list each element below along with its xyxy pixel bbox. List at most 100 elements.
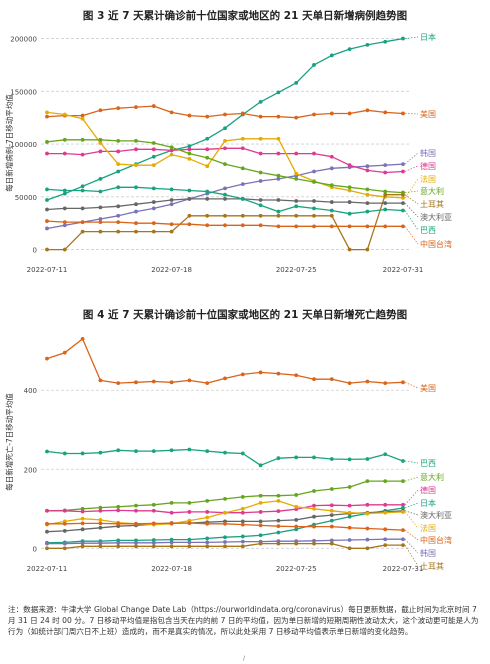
data-point xyxy=(365,379,370,384)
data-point xyxy=(187,113,192,118)
data-point xyxy=(223,126,227,131)
data-point xyxy=(240,166,245,171)
data-point xyxy=(223,540,227,544)
data-point xyxy=(365,247,370,252)
y-tick-label: 400 xyxy=(24,387,37,395)
data-point xyxy=(134,544,138,549)
data-point xyxy=(383,192,388,197)
data-point xyxy=(80,137,85,142)
data-point xyxy=(45,207,49,212)
label-leader xyxy=(404,113,419,115)
y-tick-label: 150000 xyxy=(10,88,37,96)
data-point xyxy=(329,541,334,546)
data-point xyxy=(62,188,67,193)
data-point xyxy=(62,546,67,551)
data-point xyxy=(80,509,85,514)
chart2-title: 图 4 近 7 天累计确诊前十位国家或地区的 21 天单日新增死亡趋势图 xyxy=(82,309,408,321)
data-point xyxy=(347,514,352,519)
data-point xyxy=(294,493,299,497)
series-label: 澳大利亚 xyxy=(420,510,452,520)
data-point xyxy=(276,541,281,546)
data-point xyxy=(329,503,334,508)
data-point xyxy=(134,209,138,214)
data-point xyxy=(205,223,210,228)
data-point xyxy=(205,189,210,194)
data-point xyxy=(169,110,174,115)
data-point xyxy=(294,541,299,546)
data-point xyxy=(134,185,138,190)
data-point xyxy=(312,180,316,184)
data-point xyxy=(223,521,227,526)
data-point xyxy=(401,380,405,385)
data-point xyxy=(169,198,174,202)
series-label: 德国 xyxy=(420,161,436,171)
data-point xyxy=(80,220,85,225)
data-point xyxy=(329,524,334,529)
data-point xyxy=(151,379,156,384)
data-point xyxy=(151,154,156,159)
data-point xyxy=(205,540,210,545)
data-point xyxy=(258,99,263,104)
y-tick-label: 200 xyxy=(24,466,37,474)
data-point xyxy=(151,540,156,545)
data-point xyxy=(347,510,352,515)
data-point xyxy=(45,140,49,144)
data-point xyxy=(329,513,334,518)
data-point xyxy=(329,183,334,188)
data-point xyxy=(276,224,281,229)
data-point xyxy=(80,188,85,193)
data-point xyxy=(62,223,67,228)
data-point xyxy=(258,114,263,119)
data-point xyxy=(205,449,210,453)
data-point xyxy=(116,504,121,509)
data-point xyxy=(312,538,316,543)
series-label: 日本 xyxy=(420,498,436,508)
data-point xyxy=(258,523,263,528)
data-point xyxy=(80,521,85,526)
data-point xyxy=(276,114,281,119)
data-point xyxy=(347,224,352,229)
series-label: 韩国 xyxy=(420,148,436,158)
label-leader xyxy=(404,510,419,516)
data-point xyxy=(80,336,85,341)
data-point xyxy=(187,147,192,152)
source-footnote: 注：数据来源：牛津大学 Global Change Date Lab（https… xyxy=(8,605,479,636)
data-point xyxy=(45,226,49,231)
data-point xyxy=(312,514,316,519)
data-point xyxy=(223,162,227,167)
data-point xyxy=(151,221,156,226)
data-point xyxy=(169,448,174,453)
data-point xyxy=(169,202,174,207)
data-point xyxy=(294,524,299,529)
data-point xyxy=(187,222,192,227)
data-point xyxy=(62,137,67,142)
label-leader xyxy=(404,202,419,218)
series-label: 中国台湾 xyxy=(420,535,452,545)
data-point xyxy=(329,213,334,218)
data-point xyxy=(223,450,227,455)
data-point xyxy=(401,169,405,174)
data-point xyxy=(365,224,370,229)
series-label: 美国 xyxy=(420,383,436,393)
data-point xyxy=(276,90,281,95)
data-point xyxy=(45,187,49,192)
data-point xyxy=(80,451,85,456)
data-point xyxy=(80,116,85,121)
data-point xyxy=(294,176,299,181)
data-point xyxy=(276,509,281,514)
data-point xyxy=(116,508,121,513)
data-point xyxy=(98,137,103,142)
data-point xyxy=(45,541,49,546)
data-point xyxy=(151,508,156,513)
data-point xyxy=(134,147,138,152)
data-point xyxy=(116,162,121,167)
data-point xyxy=(45,529,49,534)
data-point xyxy=(205,114,210,119)
data-point xyxy=(116,185,121,190)
data-point xyxy=(240,136,245,141)
data-point xyxy=(45,247,49,252)
label-leader xyxy=(404,538,419,554)
data-point xyxy=(401,111,405,116)
data-point xyxy=(116,381,121,386)
data-point xyxy=(151,163,156,168)
